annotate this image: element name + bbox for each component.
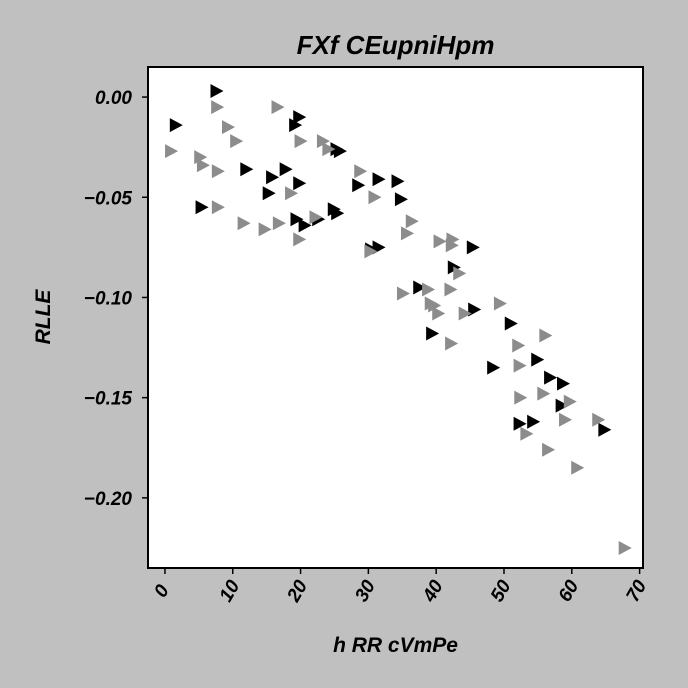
data-point-series-1	[555, 398, 569, 413]
data-point-series-2	[293, 232, 307, 247]
data-point-series-1	[394, 192, 408, 207]
data-point-series-1	[544, 370, 558, 385]
data-point-series-2	[401, 226, 415, 241]
data-point-series-1	[487, 360, 501, 375]
y-axis-label: RLLE	[32, 289, 55, 345]
data-point-series-2	[309, 210, 323, 225]
y-ticks: 0.00 −0.05 −0.10 −0.15 −0.20	[84, 88, 148, 510]
y-tick-label: −0.10	[84, 288, 133, 309]
x-tick-label: 0	[150, 581, 174, 601]
data-point-series-2	[211, 100, 225, 115]
data-point-series-2	[196, 158, 210, 173]
data-point-series-1	[372, 172, 386, 187]
data-point-series-1	[426, 326, 440, 341]
data-point-series-2	[559, 412, 573, 427]
data-point-series-1	[293, 176, 307, 191]
data-point-series-1	[266, 170, 280, 185]
data-point-series-1	[527, 414, 541, 429]
x-tick-label: 10	[216, 576, 245, 605]
data-point-series-2	[432, 306, 446, 321]
data-point-series-1	[293, 110, 307, 125]
data-point-series-2	[445, 238, 459, 253]
data-point-series-1	[169, 118, 183, 133]
data-point-series-1	[262, 186, 276, 201]
data-point-series-2	[354, 164, 368, 179]
data-point-series-2	[211, 164, 225, 179]
data-point-series-2	[512, 338, 526, 353]
data-point-series-2	[453, 266, 467, 281]
plot-area	[148, 67, 643, 568]
y-tick-label: −0.05	[84, 188, 133, 209]
data-point-series-2	[294, 134, 308, 149]
data-point-series-2	[513, 358, 527, 373]
x-tick-label: 60	[555, 576, 584, 605]
data-point-series-1	[331, 206, 345, 221]
data-point-series-2	[272, 216, 286, 231]
data-point-series-2	[222, 120, 236, 135]
y-tick-label: −0.15	[84, 389, 133, 410]
data-point-series-2	[520, 426, 534, 441]
data-point-series-1	[289, 118, 303, 133]
data-point-series-2	[537, 386, 551, 401]
data-point-series-2	[592, 412, 606, 427]
x-tick-label: 50	[487, 576, 516, 605]
data-point-series-1	[279, 162, 293, 177]
data-point-series-1	[466, 240, 480, 255]
data-point-series-2	[571, 460, 585, 475]
data-point-series-2	[258, 222, 272, 237]
data-point-series-1	[210, 84, 224, 99]
data-point-series-2	[322, 142, 336, 157]
data-point-series-1	[240, 162, 254, 177]
x-tick-label: 30	[351, 576, 380, 605]
data-point-series-2	[405, 214, 419, 229]
data-point-series-2	[542, 442, 556, 457]
data-point-series-2	[514, 390, 528, 405]
x-tick-label: 70	[622, 576, 651, 605]
y-tick-label: −0.20	[84, 489, 133, 510]
plot-frame	[147, 66, 644, 569]
data-point-series-1	[195, 200, 209, 215]
data-point-series-2	[237, 216, 251, 231]
data-point-series-2	[422, 282, 436, 297]
data-point-series-1	[290, 212, 304, 227]
data-point-series-1	[556, 376, 570, 391]
data-point-series-1	[333, 144, 347, 159]
data-point-series-1	[531, 352, 545, 367]
data-point-series-2	[618, 540, 632, 555]
data-point-series-2	[428, 298, 442, 313]
x-axis-label: h RR cVmPe	[333, 634, 458, 657]
data-point-series-2	[539, 328, 553, 343]
data-point-series-2	[364, 244, 378, 259]
points-layer	[165, 84, 632, 555]
data-point-series-1	[598, 422, 612, 437]
data-point-series-2	[316, 134, 330, 149]
data-point-series-1	[504, 316, 518, 331]
data-point-series-2	[396, 286, 410, 301]
data-point-series-2	[230, 134, 244, 149]
data-point-series-1	[513, 416, 527, 431]
data-point-series-2	[368, 190, 382, 205]
data-point-series-2	[563, 394, 577, 409]
x-tick-label: 40	[419, 576, 448, 606]
data-point-series-2	[493, 296, 507, 311]
data-point-series-2	[211, 200, 225, 215]
data-point-series-2	[285, 186, 299, 201]
data-point-series-2	[458, 306, 472, 321]
data-point-series-2	[165, 144, 179, 159]
data-point-series-1	[413, 280, 427, 295]
data-point-series-1	[391, 174, 405, 189]
data-point-series-2	[445, 336, 459, 351]
chart-title: FXf CEupniHpm	[297, 30, 495, 60]
data-point-series-1	[298, 218, 312, 233]
data-point-series-2	[271, 100, 285, 115]
data-point-series-2	[444, 282, 458, 297]
data-point-series-1	[468, 302, 482, 317]
data-point-series-2	[433, 234, 447, 249]
x-ticks: 0 10 20 30 40 50 60 70	[150, 568, 651, 607]
x-tick-label: 20	[283, 576, 312, 606]
y-tick-label: 0.00	[95, 88, 132, 109]
data-point-series-1	[352, 178, 366, 193]
